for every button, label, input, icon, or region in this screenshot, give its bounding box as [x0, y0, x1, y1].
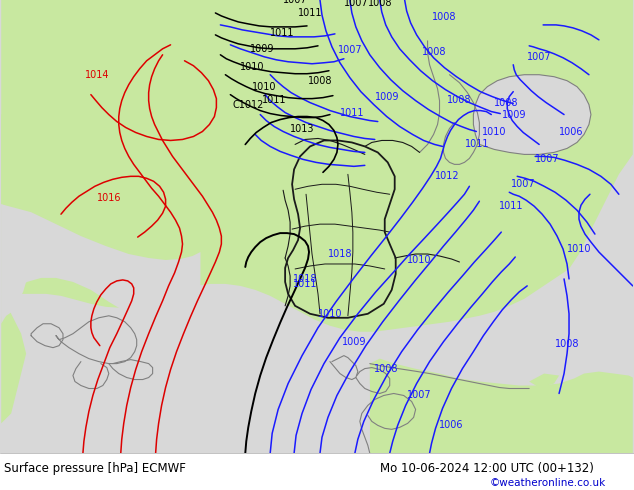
Text: Mo 10-06-2024 12:00 UTC (00+132): Mo 10-06-2024 12:00 UTC (00+132): [380, 462, 594, 475]
Text: 1010: 1010: [252, 82, 276, 92]
Text: 1010: 1010: [482, 127, 507, 138]
Text: 1007: 1007: [283, 0, 307, 5]
Text: 1008: 1008: [447, 95, 472, 105]
Text: 1011: 1011: [262, 95, 287, 105]
Text: 1010: 1010: [567, 244, 592, 254]
Text: 1018: 1018: [328, 249, 352, 259]
Text: 1011: 1011: [465, 140, 489, 149]
Text: 1008: 1008: [422, 47, 447, 57]
Polygon shape: [285, 141, 396, 318]
Text: 1008: 1008: [307, 75, 332, 86]
Text: 1006: 1006: [559, 127, 583, 138]
Text: 1009: 1009: [375, 92, 399, 101]
Text: Surface pressure [hPa] ECMWF: Surface pressure [hPa] ECMWF: [4, 462, 186, 475]
Text: 1007: 1007: [344, 0, 368, 8]
Text: 1010: 1010: [408, 255, 432, 265]
Text: 1007: 1007: [535, 154, 559, 164]
Polygon shape: [529, 373, 559, 388]
Text: 1006: 1006: [439, 420, 463, 430]
Polygon shape: [1, 0, 633, 423]
Text: 1010: 1010: [318, 309, 342, 319]
Polygon shape: [448, 0, 633, 134]
Text: 1009: 1009: [250, 44, 275, 54]
Text: 1009: 1009: [502, 110, 526, 120]
Text: 1008: 1008: [368, 0, 392, 8]
Text: 1007: 1007: [337, 45, 362, 55]
Text: 1014: 1014: [84, 70, 109, 80]
Text: 1011: 1011: [270, 28, 294, 38]
Text: 1007: 1007: [511, 179, 536, 189]
FancyBboxPatch shape: [0, 453, 634, 490]
Text: 1011: 1011: [499, 201, 524, 211]
Text: 1016: 1016: [96, 193, 121, 203]
Text: 1011: 1011: [340, 108, 364, 118]
Text: 1007: 1007: [407, 391, 432, 400]
Text: 1011: 1011: [298, 8, 322, 18]
Text: 1008: 1008: [494, 98, 519, 108]
Polygon shape: [1, 110, 26, 204]
Polygon shape: [474, 74, 591, 154]
Text: ©weatheronline.co.uk: ©weatheronline.co.uk: [490, 478, 606, 488]
Text: 1008: 1008: [373, 364, 398, 373]
Text: 1007: 1007: [527, 52, 552, 62]
Polygon shape: [1, 204, 200, 343]
Polygon shape: [1, 204, 31, 453]
Text: 1012: 1012: [435, 172, 460, 181]
Polygon shape: [579, 379, 609, 392]
Text: 1008: 1008: [432, 12, 456, 22]
Text: 1018: 1018: [293, 274, 317, 284]
Text: 1009: 1009: [342, 337, 366, 347]
Text: 1008: 1008: [555, 339, 579, 349]
Text: C1012: C1012: [233, 99, 264, 110]
Text: 1010: 1010: [240, 62, 264, 72]
Polygon shape: [370, 359, 633, 453]
Polygon shape: [200, 343, 370, 453]
Text: 1011: 1011: [293, 279, 317, 289]
Text: 1013: 1013: [290, 123, 314, 133]
